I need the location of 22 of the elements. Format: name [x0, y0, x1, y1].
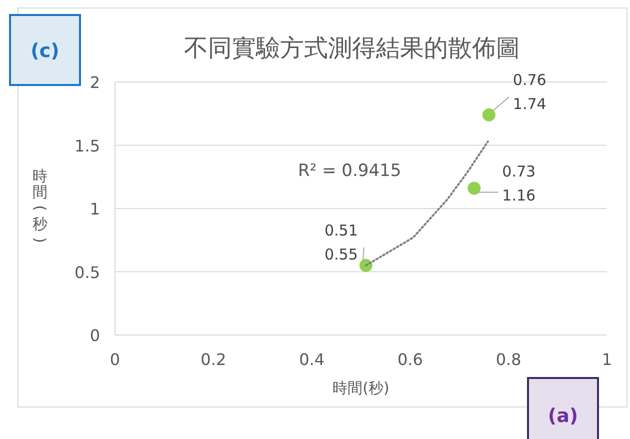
data-label: 0.76 1.74 [512, 70, 546, 113]
x-tick-label: 0 [110, 350, 120, 369]
x-tick-label: 1 [602, 350, 612, 369]
x-tick-label: 0.4 [299, 350, 325, 369]
y-tick-label: 1 [90, 200, 100, 218]
x-tick-label: 0.8 [496, 350, 522, 369]
y-axis-title: 時間(秒) [31, 167, 49, 243]
x-tick-label: 0.2 [200, 350, 226, 369]
x-axis-title: 時間(秒) [332, 379, 390, 397]
data-label: 0.51 0.55 [324, 221, 358, 264]
y-tick-label: 2 [90, 73, 100, 92]
point [482, 108, 496, 122]
y-tick-label: 1.5 [74, 136, 100, 156]
y-tick-label: 0 [90, 326, 100, 345]
y-tick-label: 0.5 [74, 262, 100, 282]
point [468, 182, 481, 195]
text: (c) [30, 40, 60, 62]
data-label: 0.73 1.16 [502, 162, 536, 204]
text: (a) [548, 405, 578, 427]
annotation: R² = 0.9415 [298, 161, 402, 181]
x-tick-label: 0.6 [397, 350, 423, 369]
chart-title: 不同實驗方式測得結果的散佈圖 [184, 34, 520, 62]
